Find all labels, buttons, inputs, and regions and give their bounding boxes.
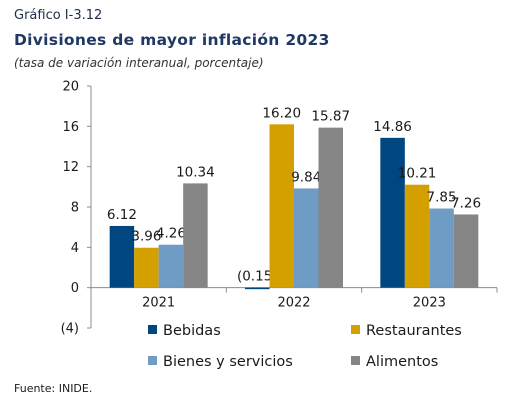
data-label-restaurantes-2022: 16.20 [262,105,301,121]
bar-bebidas-2021 [109,225,135,288]
legend-swatch-restaurantes [351,325,360,334]
legend-label-bebidas: Bebidas [163,323,221,339]
bar-alimentos-2023 [453,214,479,288]
y-tick-label: 0 [71,281,79,296]
x-tick-label: 2021 [142,296,175,311]
legend-swatch-bienes-y-servicios [148,356,157,365]
chart-label: Gráfico I-3.12 [14,8,103,23]
data-label-alimentos-2021: 10.34 [176,164,215,180]
legend-label-restaurantes: Restaurantes [366,323,462,339]
x-tick-label: 2023 [413,296,446,311]
data-label-restaurantes-2021: 3.96 [131,229,161,245]
bar-restaurantes-2023 [404,184,430,288]
chart-subtitle: (tasa de variación interanual, porcentaj… [14,56,264,70]
legend-item-bebidas: Bebidas [148,323,221,339]
legend-item-bienes-y-servicios: Bienes y servicios [148,354,293,370]
bar-alimentos-2021 [183,183,208,288]
bar-bebidas-2022 [245,287,270,290]
y-tick-label: (4) [61,322,79,337]
data-label-alimentos-2023: 7.26 [451,195,481,211]
legend-swatch-alimentos [351,356,360,365]
legend-label-alimentos: Alimentos [366,354,439,370]
data-label-bienes-y-servicios-2021: 4.26 [156,226,186,242]
data-label-bebidas-2023: 14.86 [373,119,412,135]
data-label-restaurantes-2023: 10.21 [398,166,437,182]
legend-label-bienes-y-servicios: Bienes y servicios [163,354,293,370]
bar-restaurantes-2022 [269,124,294,288]
chart-title: Divisiones de mayor inflación 2023 [14,31,330,49]
y-tick-label: 8 [71,201,79,216]
bar-bienes-y-servicios-2021 [158,244,184,288]
data-label-bebidas-2022: (0.15) [237,269,278,285]
data-label-bienes-y-servicios-2022: 9.84 [291,169,321,185]
data-label-bebidas-2021: 6.12 [107,207,137,223]
y-tick-label: 12 [62,160,79,175]
legend-swatch-bebidas [148,325,157,334]
legend-item-restaurantes: Restaurantes [351,323,462,339]
x-tick-label: 2022 [277,296,310,311]
data-label-bienes-y-servicios-2023: 7.85 [427,190,457,206]
y-tick-label: 16 [62,120,79,135]
legend-item-alimentos: Alimentos [351,354,438,370]
bar-bienes-y-servicios-2023 [429,208,454,288]
bar-bienes-y-servicios-2022 [294,188,319,288]
bar-alimentos-2022 [318,127,343,288]
y-tick-label: 20 [62,80,79,95]
bar-bebidas-2023 [380,137,405,288]
chart-source: Fuente: INIDE. [14,382,93,395]
data-label-alimentos-2022: 15.87 [311,109,350,125]
bar-restaurantes-2021 [134,247,159,288]
y-tick-label: 4 [71,241,79,256]
